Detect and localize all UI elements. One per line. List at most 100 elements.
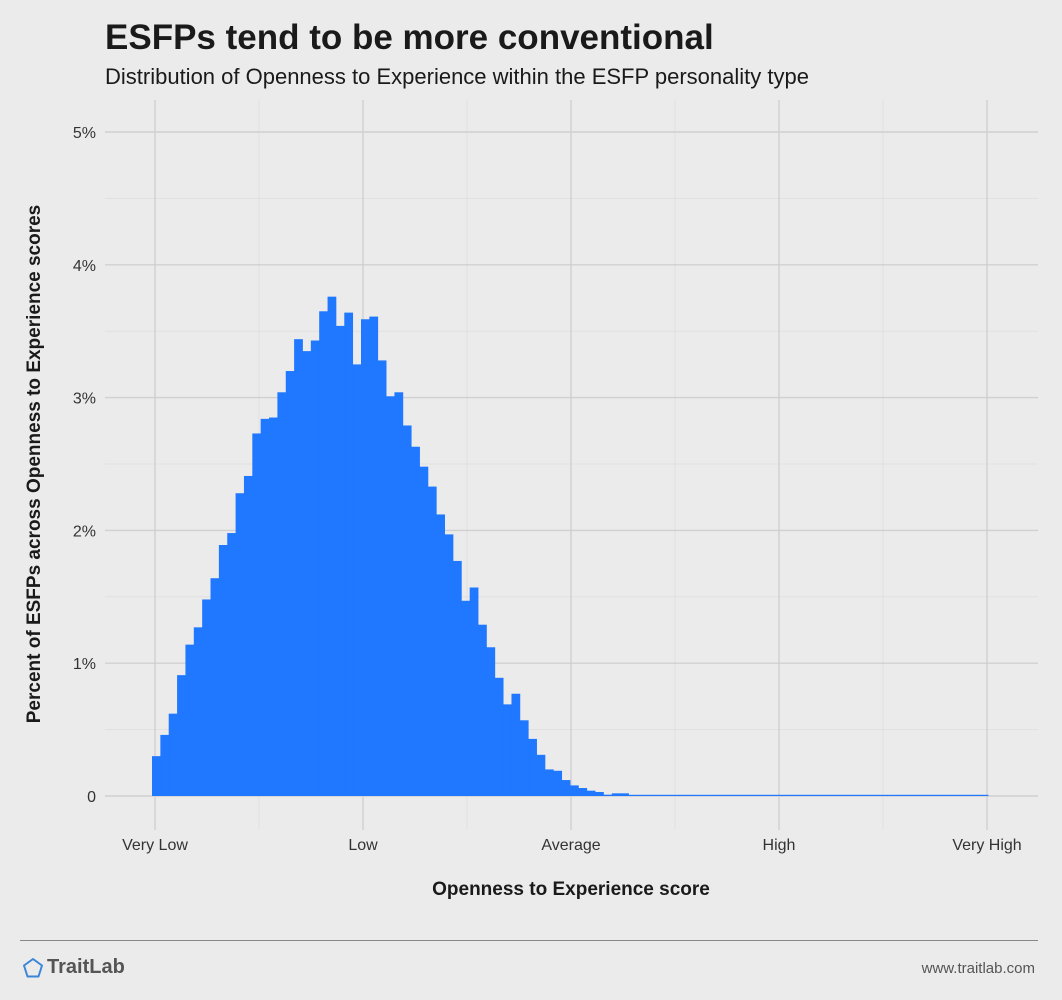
footer-url[interactable]: www.traitlab.com [921,960,1035,977]
histogram-bar [536,754,546,796]
brand-logo: TraitLab [22,956,125,979]
histogram-bar [904,794,914,796]
histogram-bar [310,340,320,796]
histogram-bar [862,794,872,796]
histogram-bar [402,425,412,796]
histogram-bar [653,794,663,796]
histogram-bar [603,794,613,796]
histogram-bar [887,794,897,796]
x-tick-label: Very High [952,837,1021,854]
histogram-bar [252,433,262,796]
histogram-bar [528,738,537,796]
histogram-bar [804,794,813,796]
histogram-bar [419,466,429,796]
histogram-bar [586,790,596,796]
x-tick-label: Very Low [122,837,188,854]
histogram-bar [519,720,529,796]
histogram-bar [185,644,195,796]
histogram-bar [670,794,680,796]
histogram-bar [218,545,228,796]
histogram-bar [854,794,863,796]
histogram-bar [461,600,471,796]
histogram-bar [971,794,981,796]
histogram-bar [745,794,755,796]
histogram-bar [962,794,972,796]
histogram-bar [227,533,236,796]
x-tick-label: High [763,837,796,854]
histogram-bar [177,675,186,796]
histogram-bar [611,793,621,796]
histogram-bar [503,704,512,796]
histogram-bar [444,534,454,796]
histogram-bar [762,794,772,796]
histogram-bar [636,794,646,796]
y-tick-label: 4% [73,258,96,275]
histogram-chart: 0 1% 2% 3% 4% 5% Very Low Low Average High Very H… [24,100,1038,900]
histogram-bar [595,792,604,796]
histogram-bar [352,364,362,796]
histogram-bar [795,794,805,796]
histogram-bar [168,713,178,796]
histogram-bar [544,769,554,796]
histogram-bar [369,316,379,796]
histogram-bar [737,794,746,796]
histogram-bar [929,794,939,796]
histogram-bar [386,396,395,796]
histogram-bar [553,770,563,796]
brand-name: TraitLab [47,956,125,978]
histogram-bar [160,734,170,796]
histogram-bar [720,794,730,796]
histogram-bar [712,794,721,796]
footer-divider [20,940,1038,941]
histogram-bar [478,624,487,796]
histogram-bars [152,296,989,796]
y-tick-label: 3% [73,391,96,408]
histogram-bar [335,325,345,796]
y-axis-label: Percent of ESFPs across Openness to Expe… [24,205,45,724]
histogram-bar [377,360,387,796]
histogram-bar [845,794,855,796]
histogram-bar [921,794,930,796]
histogram-bar [661,794,671,796]
histogram-bar [620,793,629,796]
histogram-bar [820,794,830,796]
x-tick-label: Low [348,837,378,854]
y-tick-label: 1% [73,656,96,673]
histogram-bar [210,578,220,796]
histogram-bar [243,475,253,796]
histogram-bar [344,312,354,796]
histogram-bar [427,486,437,796]
x-axis-tick-labels: Very Low Low Average High Very High [122,837,1022,854]
histogram-bar [829,794,838,796]
y-axis-tick-labels: 0 1% 2% 3% 4% 5% [73,125,96,806]
y-tick-label: 2% [73,523,96,540]
histogram-bar [695,794,705,796]
histogram-bar [779,794,788,796]
histogram-bar [193,627,203,796]
chart-subtitle: Distribution of Openness to Experience w… [105,64,809,89]
histogram-bar [411,446,420,796]
histogram-bar [645,794,654,796]
histogram-bar [628,794,638,796]
histogram-bar [277,392,287,796]
histogram-bar [954,794,964,796]
histogram-bar [578,788,588,796]
histogram-bar [912,794,922,796]
histogram-bar [946,794,955,796]
histogram-bar [469,587,479,796]
histogram-bar [870,794,880,796]
histogram-bar [937,794,947,796]
histogram-bar [561,780,571,796]
histogram-bar [452,560,462,796]
pentagon-icon [23,957,43,977]
histogram-bar [260,418,270,796]
histogram-bar [703,794,713,796]
histogram-bar [486,647,496,796]
x-tick-label: Average [541,837,600,854]
histogram-bar [753,794,763,796]
histogram-bar [979,794,989,796]
histogram-bar [302,351,312,796]
histogram-bar [879,794,889,796]
histogram-bar [511,693,521,796]
histogram-bar [570,785,579,796]
